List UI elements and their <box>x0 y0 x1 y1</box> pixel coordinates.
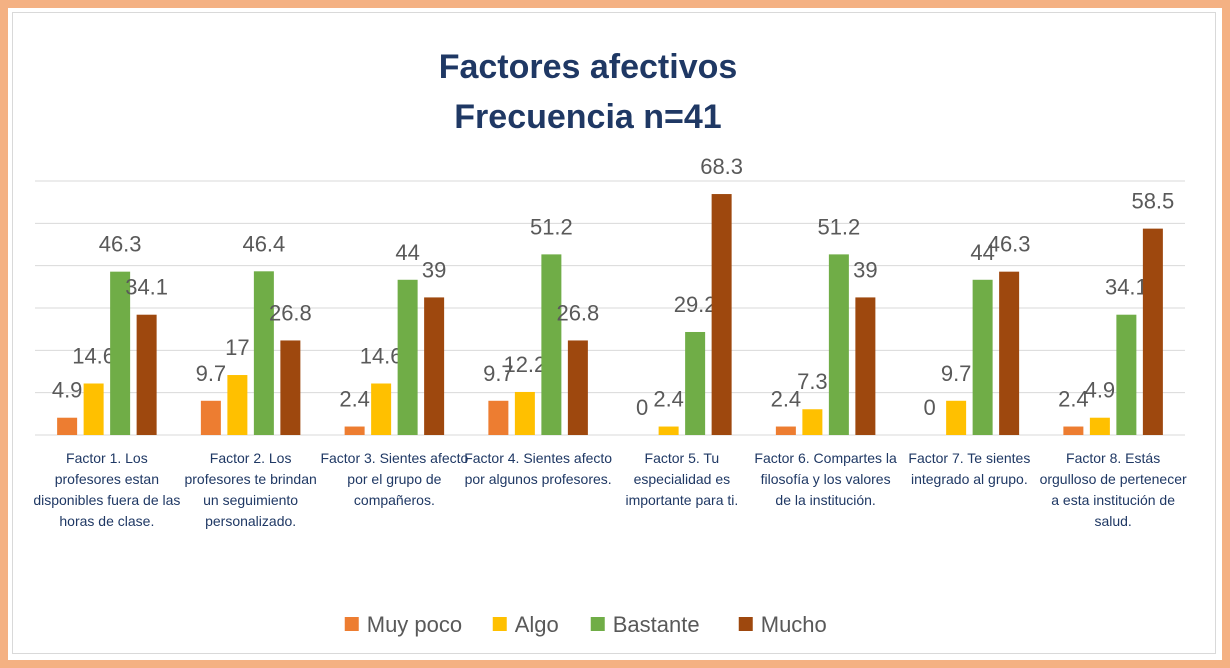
bar <box>1089 417 1110 435</box>
value-label: 51.2 <box>530 214 573 239</box>
bar <box>1142 228 1163 435</box>
chart-subtitle: Frecuencia n=41 <box>454 98 721 136</box>
legend-label: Bastante <box>613 612 700 637</box>
bar <box>280 340 301 435</box>
value-label: 2.4 <box>1058 387 1089 412</box>
x-tick-label: Factor 1. Los profesores estan disponibl… <box>33 450 181 529</box>
value-label: 9.7 <box>196 361 227 386</box>
legend-swatch <box>492 617 507 631</box>
bar <box>424 297 445 435</box>
value-label: 4.9 <box>52 378 83 403</box>
plot-frame <box>12 12 1216 654</box>
value-label: 14.6 <box>360 343 403 368</box>
legend-swatch <box>344 617 359 631</box>
legend-label: Algo <box>515 612 559 637</box>
value-label: 14.6 <box>72 343 115 368</box>
value-label: 2.4 <box>339 387 370 412</box>
value-label: 26.8 <box>556 300 599 325</box>
value-label: 34.1 <box>125 275 168 300</box>
value-label: 29.2 <box>674 292 717 317</box>
bar <box>200 400 221 435</box>
legend-swatch <box>590 617 605 631</box>
legend-label: Muy poco <box>367 612 462 637</box>
value-label: 68.3 <box>700 154 743 179</box>
value-label: 9.7 <box>483 361 514 386</box>
value-label: 34.1 <box>1105 275 1148 300</box>
value-label: 0 <box>924 395 936 420</box>
x-tick-label: Factor 7. Te sientes integrado al grupo. <box>908 450 1031 487</box>
bar <box>775 426 796 435</box>
bar <box>1116 314 1137 435</box>
chart-title: Factores afectivos <box>439 48 738 86</box>
value-label: 17 <box>225 335 249 360</box>
x-tick-label: Factor 2. Los profesores te brindan un s… <box>184 450 317 529</box>
value-label: 44 <box>970 240 994 265</box>
value-label: 39 <box>853 257 877 282</box>
value-label: 2.4 <box>653 387 684 412</box>
value-label: 46.3 <box>988 232 1031 257</box>
bar <box>567 340 588 435</box>
bar <box>999 271 1020 435</box>
x-tick-label: Factor 6. Compartes la filosofía y los v… <box>754 450 897 508</box>
value-label: 7.3 <box>797 369 828 394</box>
bar <box>711 194 732 435</box>
bar <box>344 426 365 435</box>
x-tick-label: Factor 5. Tu especialidad es importante … <box>625 450 739 508</box>
value-label: 12.2 <box>503 352 546 377</box>
value-label: 51.2 <box>817 214 860 239</box>
bar <box>253 271 274 435</box>
bar <box>972 279 993 435</box>
x-tick-label: Factor 4. Sientes afecto por algunos pro… <box>464 450 613 487</box>
value-label: 58.5 <box>1131 189 1174 214</box>
value-label: 46.3 <box>99 232 142 257</box>
value-label: 44 <box>395 240 419 265</box>
bar <box>227 375 248 435</box>
legend-label: Mucho <box>761 612 827 637</box>
bar <box>802 409 823 435</box>
bar <box>83 383 104 435</box>
bar <box>110 271 131 435</box>
value-label: 2.4 <box>771 387 802 412</box>
value-label: 46.4 <box>242 231 285 256</box>
bar <box>57 417 78 435</box>
bar <box>1063 426 1084 435</box>
x-tick-label: Factor 8. Estás orgulloso de pertenecer … <box>1039 450 1187 529</box>
value-label: 0 <box>636 395 648 420</box>
bar <box>371 383 392 435</box>
bar <box>658 426 679 435</box>
bar <box>397 279 418 435</box>
value-label: 39 <box>422 257 446 282</box>
value-label: 4.9 <box>1085 378 1116 403</box>
value-label: 26.8 <box>269 300 312 325</box>
x-tick-label: Factor 3. Sientes afecto por el grupo de… <box>320 450 469 508</box>
bar <box>488 400 509 435</box>
bar <box>855 297 876 435</box>
bar <box>946 400 967 435</box>
bar <box>136 314 157 435</box>
bar <box>541 254 562 435</box>
legend-swatch <box>738 617 753 631</box>
value-label: 9.7 <box>941 361 972 386</box>
bar <box>685 331 706 435</box>
bar <box>828 254 849 435</box>
bar <box>514 391 535 435</box>
